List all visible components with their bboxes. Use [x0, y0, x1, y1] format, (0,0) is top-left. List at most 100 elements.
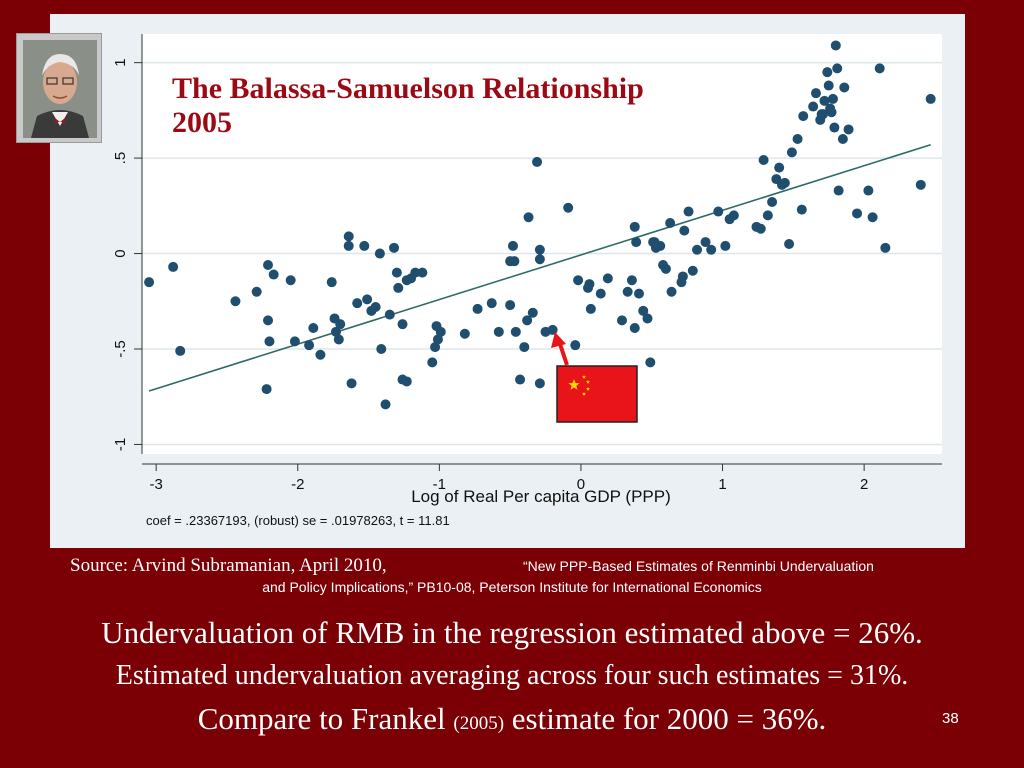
data-point [808, 101, 819, 112]
data-point [629, 323, 640, 333]
data-point [810, 88, 821, 99]
data-point [384, 309, 395, 320]
data-point [867, 212, 878, 223]
data-point [679, 225, 690, 236]
data-point [427, 357, 438, 368]
data-point [573, 275, 584, 286]
source-title: “New PPP-Based Estimates of Renminbi Und… [523, 558, 874, 574]
fit-line-layer [148, 143, 931, 392]
data-point [343, 240, 354, 251]
data-point [818, 109, 829, 120]
data-point [534, 244, 545, 255]
data-point [880, 242, 891, 253]
data-point [692, 244, 703, 255]
fit-line [148, 143, 931, 392]
data-point [629, 221, 640, 232]
chart-title-line1: The Balassa-Samuelson Relationship [172, 72, 644, 105]
data-point [519, 342, 530, 353]
data-point [486, 298, 497, 309]
y-tick-label: 1 [112, 58, 129, 66]
data-point [827, 93, 838, 104]
data-point [649, 237, 660, 248]
data-point [289, 336, 300, 347]
data-point [683, 206, 694, 217]
data-point [852, 208, 863, 219]
data-point [825, 103, 836, 114]
data-point [315, 349, 326, 360]
data-point [532, 156, 543, 167]
data-point [843, 124, 854, 135]
data-point [595, 288, 606, 299]
data-point [410, 267, 421, 278]
data-point [786, 147, 797, 158]
y-tick-label: -1 [112, 438, 129, 451]
data-point [779, 177, 790, 188]
points-layer [144, 40, 936, 410]
source-author: Source: Arvind Subramanian, April 2010, [70, 555, 387, 576]
data-point [362, 294, 373, 305]
data-point [230, 296, 241, 307]
data-point [430, 342, 441, 353]
data-point [617, 315, 627, 326]
frankel-text-b: estimate for 2000 = 36%. [504, 701, 827, 736]
data-point [784, 239, 795, 249]
data-point [633, 288, 644, 299]
data-point [335, 319, 346, 330]
flag-small-star [581, 374, 587, 379]
data-point [837, 134, 848, 144]
data-point [523, 212, 534, 223]
china-arrow-shaft [558, 343, 569, 366]
data-point [493, 326, 504, 337]
data-point [602, 273, 613, 284]
data-point [380, 399, 391, 410]
data-point [417, 267, 428, 278]
data-point [700, 237, 711, 248]
data-point [570, 340, 581, 351]
data-point [370, 302, 381, 312]
data-point [308, 323, 319, 333]
data-point [515, 374, 526, 385]
data-point [798, 111, 809, 122]
data-point [263, 315, 274, 326]
y-tick-label: 0 [112, 249, 129, 257]
data-point [264, 336, 275, 347]
slide-number: 38 [942, 710, 959, 727]
data-point [563, 202, 574, 213]
data-point [832, 63, 843, 74]
data-point [389, 242, 400, 253]
data-point [677, 271, 688, 282]
regression-note: coef = .23367193, (robust) se = .0197826… [146, 513, 450, 528]
frankel-year: (2005) [453, 713, 505, 734]
data-point [507, 240, 518, 251]
data-point [792, 134, 803, 144]
data-point [391, 267, 402, 278]
x-tick-label: 0 [577, 476, 585, 493]
china-flag-annotation [551, 332, 638, 423]
data-point [874, 63, 885, 74]
data-point [397, 319, 408, 330]
data-point [374, 248, 385, 259]
data-point [472, 303, 483, 314]
data-point [285, 275, 296, 286]
portrait-photo [16, 33, 102, 143]
data-point [767, 197, 778, 207]
data-point [665, 218, 676, 228]
data-point [720, 240, 731, 251]
data-point [393, 282, 404, 293]
data-point [830, 40, 841, 51]
data-point [144, 277, 155, 288]
data-point [435, 326, 446, 337]
x-tick-label: -1 [433, 476, 446, 493]
data-point [762, 210, 773, 221]
data-point [346, 378, 357, 389]
data-point [359, 240, 370, 251]
data-point [505, 300, 516, 311]
data-point [823, 80, 834, 91]
data-point [352, 298, 363, 309]
scatter-chart: 1 .5 0 -.5 -1 -3 -2 -1 0 1 2 Log of Real Per capit… [112, 34, 942, 528]
y-tick-label: .5 [112, 152, 129, 165]
data-point [915, 179, 926, 190]
average-estimate-statement: Estimated undervaluation averaging acros… [115, 660, 909, 691]
data-point [660, 263, 671, 274]
axes: 1 .5 0 -.5 -1 -3 -2 -1 0 1 2 [112, 34, 942, 493]
